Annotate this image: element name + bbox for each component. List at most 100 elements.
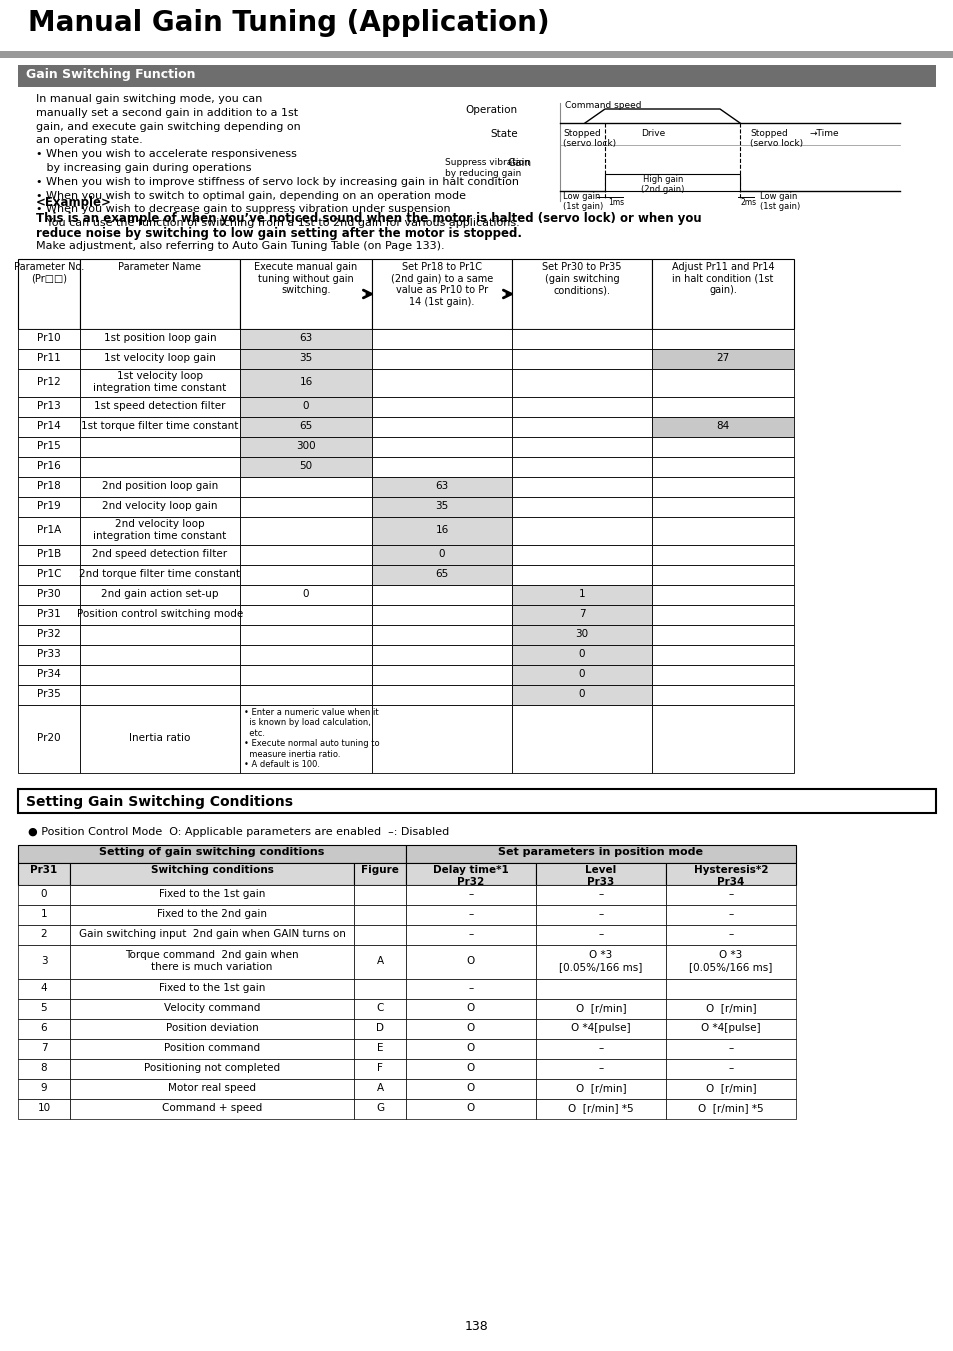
Text: Pr33: Pr33 bbox=[37, 648, 61, 659]
Text: Pr31: Pr31 bbox=[30, 865, 57, 875]
Bar bbox=[18, 925, 70, 944]
Text: 1st position loop gain: 1st position loop gain bbox=[104, 332, 216, 343]
Text: Level
Pr33: Level Pr33 bbox=[585, 865, 616, 886]
Text: Position control switching mode: Position control switching mode bbox=[77, 609, 243, 619]
Text: ● Position Control Mode  O: Applicable parameters are enabled  –: Disabled: ● Position Control Mode O: Applicable pa… bbox=[28, 827, 449, 838]
Text: 8: 8 bbox=[41, 1063, 48, 1073]
Text: 7: 7 bbox=[41, 1043, 48, 1052]
Bar bbox=[536, 885, 665, 905]
Bar bbox=[80, 517, 240, 544]
Text: Inertia ratio: Inertia ratio bbox=[130, 734, 191, 743]
Text: Figure: Figure bbox=[360, 865, 398, 875]
Bar bbox=[240, 417, 372, 436]
Text: Stopped
(servo lock): Stopped (servo lock) bbox=[749, 128, 802, 149]
Text: High gain
(2nd gain): High gain (2nd gain) bbox=[640, 176, 684, 195]
Text: –: – bbox=[468, 889, 473, 898]
Bar bbox=[372, 457, 512, 477]
Text: O: O bbox=[466, 1063, 475, 1073]
Text: reduce noise by switching to low gain setting after the motor is stopped.: reduce noise by switching to low gain se… bbox=[36, 227, 521, 240]
Bar bbox=[18, 544, 80, 565]
Bar bbox=[240, 705, 372, 773]
Bar bbox=[406, 944, 536, 979]
Text: Pr18: Pr18 bbox=[37, 481, 61, 490]
Bar bbox=[240, 626, 372, 644]
Bar bbox=[18, 605, 80, 626]
Text: O  [r/min]: O [r/min] bbox=[575, 1084, 626, 1093]
Bar bbox=[512, 626, 651, 644]
Bar bbox=[651, 644, 793, 665]
Bar bbox=[18, 885, 70, 905]
Text: –: – bbox=[727, 1043, 733, 1052]
Text: Parameter Name: Parameter Name bbox=[118, 262, 201, 272]
Bar bbox=[80, 685, 240, 705]
Bar bbox=[372, 605, 512, 626]
Text: Adjust Pr11 and Pr14
in halt condition (1st
gain).: Adjust Pr11 and Pr14 in halt condition (… bbox=[671, 262, 774, 296]
Bar bbox=[240, 585, 372, 605]
Bar bbox=[372, 477, 512, 497]
Bar bbox=[240, 477, 372, 497]
Text: O  [r/min]: O [r/min] bbox=[705, 1002, 756, 1013]
Bar bbox=[240, 497, 372, 517]
Bar bbox=[354, 1098, 406, 1119]
Text: Position deviation: Position deviation bbox=[166, 1023, 258, 1034]
Text: Set Pr18 to Pr1C
(2nd gain) to a same
value as Pr10 to Pr
14 (1st gain).: Set Pr18 to Pr1C (2nd gain) to a same va… bbox=[391, 262, 493, 307]
Bar bbox=[536, 979, 665, 998]
Text: • When you wish to decrease gain to suppress vibration under suspension: • When you wish to decrease gain to supp… bbox=[36, 204, 450, 215]
Bar bbox=[372, 544, 512, 565]
Text: 1st velocity loop gain: 1st velocity loop gain bbox=[104, 353, 215, 363]
Text: Execute manual gain
tuning without gain
switching.: Execute manual gain tuning without gain … bbox=[254, 262, 357, 296]
Bar bbox=[70, 944, 354, 979]
Text: Pr32: Pr32 bbox=[37, 630, 61, 639]
Text: 138: 138 bbox=[465, 1320, 488, 1333]
Bar bbox=[512, 397, 651, 417]
Text: O: O bbox=[466, 1002, 475, 1013]
Text: Stopped
(servo lock): Stopped (servo lock) bbox=[562, 128, 616, 149]
Bar bbox=[372, 644, 512, 665]
Text: Pr31: Pr31 bbox=[37, 609, 61, 619]
Text: 65: 65 bbox=[299, 422, 313, 431]
Bar bbox=[406, 844, 795, 863]
Text: 2: 2 bbox=[41, 929, 48, 939]
Text: <Example>: <Example> bbox=[36, 196, 112, 209]
Bar bbox=[512, 436, 651, 457]
Text: O: O bbox=[466, 1084, 475, 1093]
Text: →Time: →Time bbox=[809, 128, 839, 138]
Bar bbox=[512, 349, 651, 369]
Bar bbox=[665, 1098, 795, 1119]
Text: 27: 27 bbox=[716, 353, 729, 363]
Bar bbox=[70, 979, 354, 998]
Bar bbox=[18, 626, 80, 644]
Bar bbox=[80, 457, 240, 477]
Text: • When you wish to improve stiffness of servo lock by increasing gain in halt co: • When you wish to improve stiffness of … bbox=[36, 177, 518, 186]
Bar bbox=[70, 1019, 354, 1039]
Text: –: – bbox=[727, 889, 733, 898]
Bar bbox=[70, 905, 354, 925]
Text: 0: 0 bbox=[578, 669, 584, 680]
Text: 63: 63 bbox=[435, 481, 448, 490]
Bar bbox=[512, 605, 651, 626]
Bar bbox=[536, 944, 665, 979]
Bar bbox=[354, 1019, 406, 1039]
Bar bbox=[70, 1098, 354, 1119]
Bar bbox=[512, 497, 651, 517]
Bar bbox=[512, 544, 651, 565]
Text: 16: 16 bbox=[299, 377, 313, 386]
Bar bbox=[354, 905, 406, 925]
Text: D: D bbox=[375, 1023, 384, 1034]
Bar bbox=[18, 844, 406, 863]
Bar bbox=[651, 417, 793, 436]
Bar bbox=[665, 1059, 795, 1079]
Text: by reducing gain: by reducing gain bbox=[444, 169, 520, 178]
Text: O: O bbox=[466, 1102, 475, 1113]
Bar bbox=[18, 705, 80, 773]
Bar bbox=[18, 65, 935, 86]
Bar bbox=[406, 925, 536, 944]
Bar bbox=[372, 259, 512, 330]
Text: Setting Gain Switching Conditions: Setting Gain Switching Conditions bbox=[26, 794, 293, 809]
Bar bbox=[240, 259, 372, 330]
Text: 1st speed detection filter: 1st speed detection filter bbox=[94, 401, 226, 411]
Text: Pr1C: Pr1C bbox=[37, 569, 61, 580]
Text: 2nd velocity loop
integration time constant: 2nd velocity loop integration time const… bbox=[93, 519, 227, 540]
Text: 1: 1 bbox=[41, 909, 48, 919]
Bar bbox=[372, 705, 512, 773]
